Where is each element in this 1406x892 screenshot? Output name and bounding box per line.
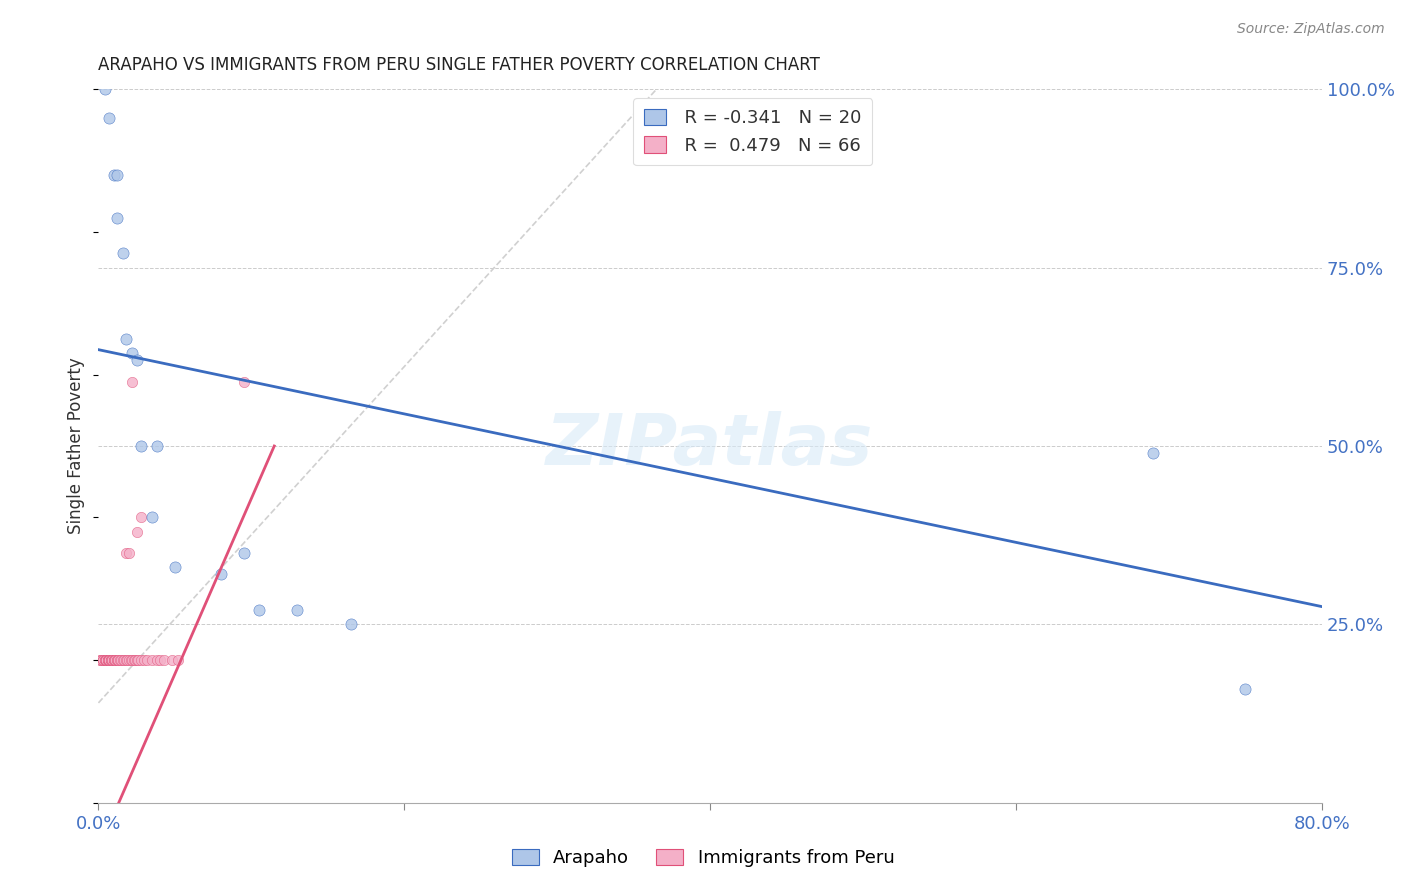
Point [129, 439, 152, 453]
Point [94, 653, 117, 667]
Point [94, 653, 117, 667]
Point [104, 653, 127, 667]
Point [115, 653, 138, 667]
Point [97, 653, 120, 667]
Point [111, 246, 134, 260]
Point [118, 546, 141, 560]
Point [129, 653, 152, 667]
Point [94, 653, 117, 667]
Point [105, 653, 128, 667]
Point [160, 653, 183, 667]
Point [115, 546, 138, 560]
Point [232, 375, 254, 389]
Point [247, 603, 270, 617]
Point [103, 653, 125, 667]
Point [103, 653, 125, 667]
Point [94, 653, 117, 667]
Y-axis label: Single Father Poverty: Single Father Poverty [67, 358, 86, 534]
Point [141, 510, 163, 524]
Point [136, 653, 159, 667]
Point [97, 653, 120, 667]
Point [112, 653, 135, 667]
Point [98, 653, 121, 667]
Point [121, 346, 143, 360]
Point [232, 546, 254, 560]
Point [125, 353, 148, 368]
Point [105, 653, 128, 667]
Point [149, 653, 172, 667]
Point [98, 653, 121, 667]
Point [107, 653, 129, 667]
Point [115, 332, 138, 346]
Point [167, 653, 190, 667]
Point [93, 653, 115, 667]
Point [98, 653, 121, 667]
Point [121, 375, 143, 389]
Point [110, 653, 132, 667]
Point [97, 653, 120, 667]
Point [100, 653, 122, 667]
Point [103, 168, 125, 182]
Point [91, 653, 114, 667]
Point [91, 653, 114, 667]
Point [98, 653, 121, 667]
Point [285, 603, 308, 617]
Point [145, 439, 167, 453]
Point [91, 653, 114, 667]
Point [111, 653, 134, 667]
Point [100, 653, 122, 667]
Point [89, 653, 111, 667]
Point [118, 653, 141, 667]
Point [117, 653, 139, 667]
Point [145, 653, 167, 667]
Point [127, 653, 149, 667]
Point [105, 168, 128, 182]
Point [104, 653, 127, 667]
Point [94, 653, 117, 667]
Point [93, 653, 115, 667]
Point [90, 653, 112, 667]
Point [93, 82, 115, 96]
Point [105, 211, 128, 225]
Point [98, 653, 121, 667]
Text: ZIPatlas: ZIPatlas [547, 411, 873, 481]
Point [121, 653, 143, 667]
Text: Source: ZipAtlas.com: Source: ZipAtlas.com [1237, 22, 1385, 37]
Point [98, 111, 121, 125]
Point [107, 653, 129, 667]
Point [97, 653, 120, 667]
Point [134, 653, 156, 667]
Point [141, 653, 163, 667]
Point [101, 653, 124, 667]
Legend:   R = -0.341   N = 20,   R =  0.479   N = 66: R = -0.341 N = 20, R = 0.479 N = 66 [634, 98, 872, 165]
Text: ARAPAHO VS IMMIGRANTS FROM PERU SINGLE FATHER POVERTY CORRELATION CHART: ARAPAHO VS IMMIGRANTS FROM PERU SINGLE F… [98, 56, 820, 74]
Point [103, 653, 125, 667]
Point [125, 653, 148, 667]
Point [120, 653, 142, 667]
Point [1142, 446, 1164, 460]
Point [125, 524, 148, 539]
Point [209, 567, 232, 582]
Point [108, 653, 131, 667]
Point [100, 653, 122, 667]
Legend: Arapaho, Immigrants from Peru: Arapaho, Immigrants from Peru [505, 841, 901, 874]
Point [122, 653, 145, 667]
Point [1234, 681, 1257, 696]
Point [339, 617, 361, 632]
Point [153, 653, 176, 667]
Point [124, 653, 146, 667]
Point [93, 653, 115, 667]
Point [163, 560, 186, 574]
Point [100, 653, 122, 667]
Point [90, 653, 112, 667]
Point [129, 510, 152, 524]
Point [101, 653, 124, 667]
